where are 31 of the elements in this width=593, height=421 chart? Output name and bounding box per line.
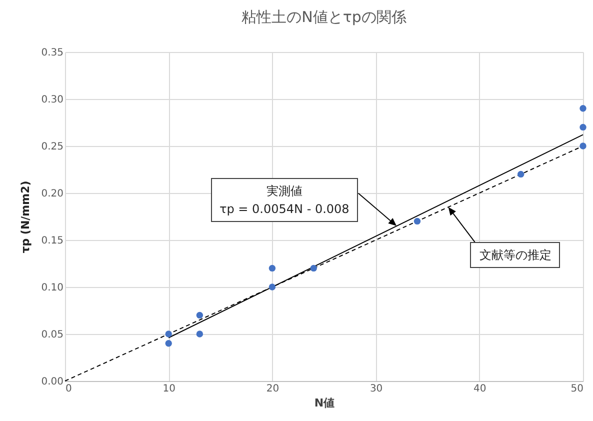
point: [196, 312, 204, 319]
point: [165, 330, 172, 338]
point: [310, 264, 317, 272]
x-tick-label: 50: [570, 384, 584, 394]
y-tick-label: 0.00: [41, 376, 64, 388]
x-tick-label: 0: [66, 384, 72, 394]
x-tick-label: 10: [162, 384, 176, 394]
annotation: 文献等の推定: [470, 242, 560, 268]
x-tick-label: 20: [266, 384, 280, 394]
point: [165, 340, 172, 347]
y-tick-label: 0.15: [41, 236, 64, 246]
y-axis-title: τp (N/mm2): [19, 180, 32, 254]
y-tick-label: 0.30: [41, 94, 64, 106]
point: [268, 264, 276, 272]
y-tick-label: 0.20: [41, 188, 64, 200]
y-tick-label: 0.05: [41, 330, 64, 340]
y-tick-label: 0.35: [41, 48, 64, 58]
point: [517, 170, 524, 178]
y-tick-label: 0.25: [41, 142, 64, 152]
point: [414, 218, 421, 225]
point: [580, 124, 586, 131]
point: [580, 142, 586, 150]
x-axis-title: N値: [314, 396, 335, 410]
y-tick-label: 0.10: [41, 282, 64, 294]
chart-title: 粘性土のN値とτpの関係: [242, 8, 406, 26]
annotation: 実測値 τp = 0.0054N - 0.008: [210, 178, 358, 222]
x-tick-label: 30: [370, 384, 383, 394]
point: [268, 284, 276, 290]
point: [196, 330, 204, 338]
point: [580, 105, 586, 112]
x-tick-label: 40: [474, 384, 486, 394]
